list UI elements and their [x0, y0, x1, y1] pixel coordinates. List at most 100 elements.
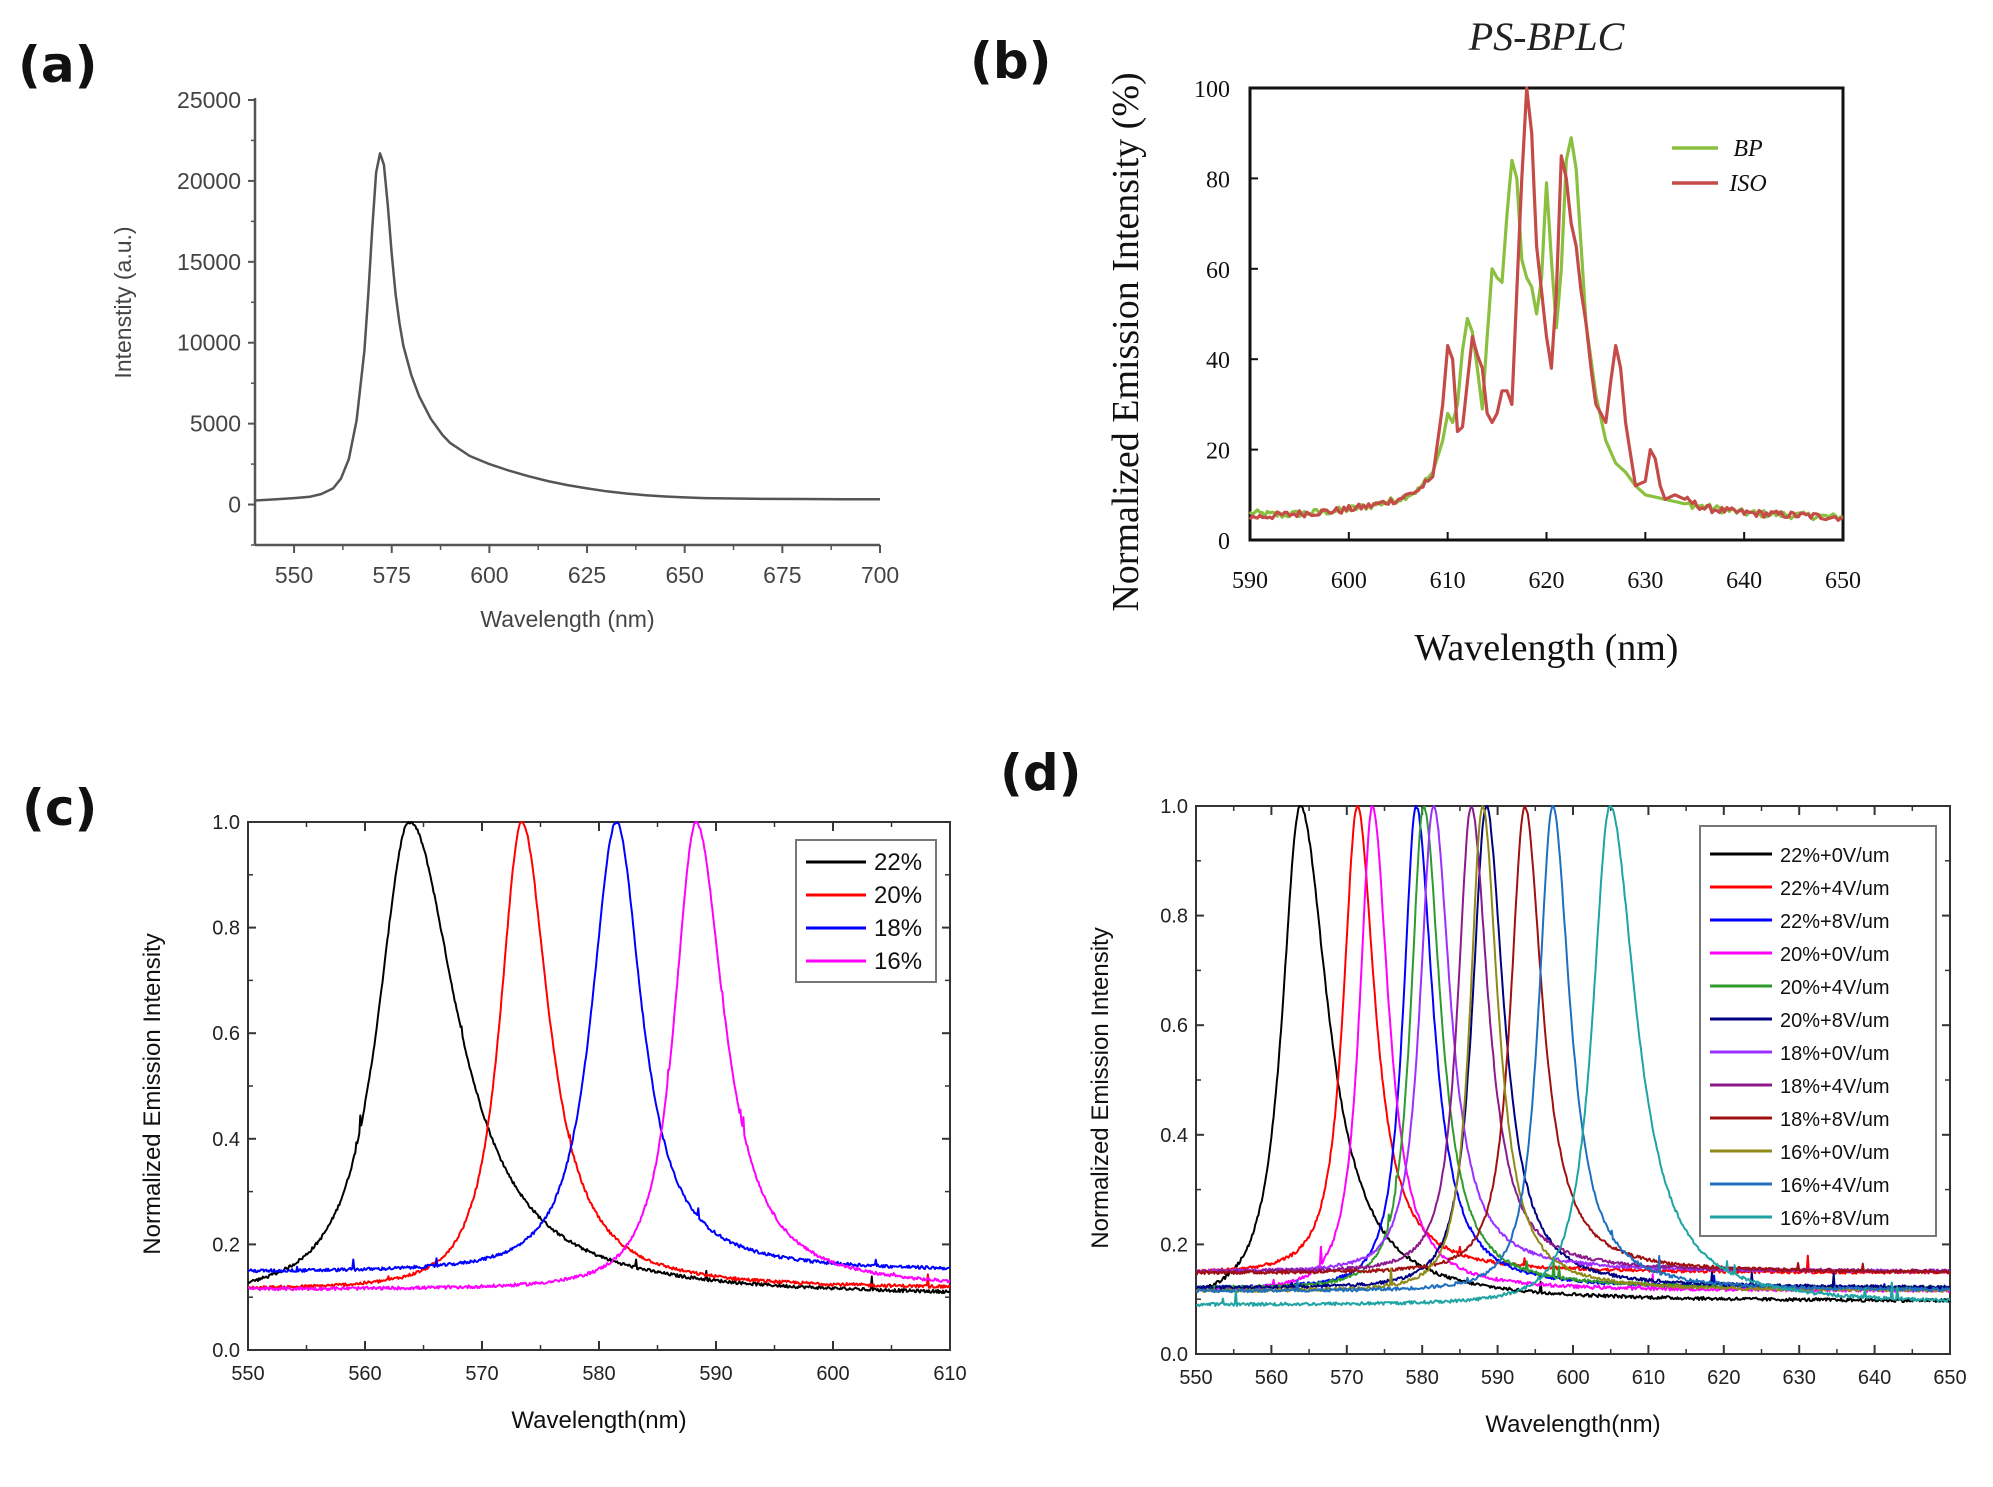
x-tick-label: 590	[1232, 568, 1268, 594]
chart-panel-a: 0 5000 10000 15000 20000 25000 550 575 600 625 650…	[110, 87, 899, 632]
y-tick-label: 15000	[177, 249, 241, 275]
series-line-iso	[1248, 86, 1844, 522]
series-line-16-	[248, 821, 950, 1292]
y-tick-label: 10000	[177, 330, 241, 356]
y-axis-label: Normalized Emission Intensity	[139, 933, 166, 1254]
y-tick-label: 60	[1206, 258, 1230, 284]
legend-label-20-0v-um: 20%+0V/um	[1780, 944, 1890, 966]
y-tick-label: 0.0	[212, 1340, 240, 1362]
y-tick-label: 100	[1194, 77, 1230, 103]
x-tick-label: 600	[816, 1363, 849, 1385]
y-tick-label: 0.0	[1160, 1344, 1188, 1366]
panel-label-d: (d)	[1000, 744, 1082, 802]
legend-label-20-: 20%	[874, 882, 922, 909]
y-tick-label: 0.4	[212, 1129, 240, 1151]
x-tick-label: 675	[763, 562, 801, 588]
y-tick-label: 5000	[190, 411, 241, 437]
x-tick-label: 550	[231, 1363, 264, 1385]
x-tick-label: 610	[1430, 568, 1466, 594]
y-tick-label: 0.8	[212, 918, 240, 940]
x-tick-label: 625	[568, 562, 606, 588]
legend-label-20-4v-um: 20%+4V/um	[1780, 977, 1890, 999]
legend-label-20-8v-um: 20%+8V/um	[1780, 1010, 1890, 1032]
legend-label-iso: ISO	[1728, 171, 1766, 197]
y-axis-label: Normalized Emission Intensity	[1087, 927, 1114, 1248]
y-tick-label: 0.8	[1160, 906, 1188, 928]
legend-label-18-8v-um: 18%+8V/um	[1780, 1109, 1890, 1131]
x-tick-label: 640	[1726, 568, 1762, 594]
x-tick-label: 650	[1825, 568, 1861, 594]
x-tick-label: 590	[699, 1363, 732, 1385]
legend-label-16-4v-um: 16%+4V/um	[1780, 1175, 1890, 1197]
x-axis-label: Wavelength(nm)	[511, 1407, 686, 1434]
panel-label-c: (c)	[22, 779, 97, 837]
x-tick-label: 600	[1331, 568, 1367, 594]
x-tick-label: 550	[275, 562, 313, 588]
x-tick-label: 580	[582, 1363, 615, 1385]
x-tick-label: 650	[666, 562, 704, 588]
legend-label-18-4v-um: 18%+4V/um	[1780, 1076, 1890, 1098]
x-tick-label: 590	[1481, 1367, 1514, 1389]
y-tick-label: 0.4	[1160, 1125, 1188, 1147]
series-group	[1196, 805, 1950, 1307]
legend-box	[1699, 825, 1937, 1237]
chart-title: PS-BPLC	[1468, 14, 1626, 59]
x-tick-label: 630	[1783, 1367, 1816, 1389]
legend-label-18-: 18%	[874, 915, 922, 942]
y-tick-label: 20000	[177, 168, 241, 194]
chart-panel-b: 0 20 40 60 80 100 590 600 610 620 630 640 650 PS-BPLC…	[1105, 14, 1861, 669]
legend-label-22-4v-um: 22%+4V/um	[1780, 878, 1890, 900]
y-tick-label: 20	[1206, 439, 1230, 465]
x-tick-label: 610	[933, 1363, 966, 1385]
x-tick-label: 600	[470, 562, 508, 588]
series-line-16-4v-um	[1196, 805, 1950, 1294]
chart-panel-d: 0.0 0.2 0.4 0.6 0.8 1.0 550 560 570 580 590 600 610 6…	[1087, 796, 1967, 1438]
y-axis-label: Normalized Emission Intensity (%)	[1105, 72, 1147, 611]
y-tick-label: 40	[1206, 348, 1230, 374]
x-tick-label: 560	[1255, 1367, 1288, 1389]
y-tick-label: 0	[228, 492, 241, 518]
series-line-18-4v-um	[1196, 805, 1950, 1274]
chart-panel-c: 0.0 0.2 0.4 0.6 0.8 1.0 550 560 570 580 590 600 610 W…	[139, 812, 967, 1434]
x-tick-label: 620	[1529, 568, 1565, 594]
x-tick-label: 570	[465, 1363, 498, 1385]
x-tick-label: 580	[1406, 1367, 1439, 1389]
legend-box	[795, 839, 937, 983]
y-axis-label: Intenstity (a.u.)	[110, 226, 136, 378]
panel-label-b: (b)	[970, 32, 1052, 90]
x-tick-label: 650	[1933, 1367, 1966, 1389]
x-tick-label: 640	[1858, 1367, 1891, 1389]
y-tick-label: 0.6	[1160, 1015, 1188, 1037]
legend-label-16-0v-um: 16%+0V/um	[1780, 1142, 1890, 1164]
x-axis-label: Wavelength (nm)	[1415, 627, 1679, 669]
y-tick-label: 80	[1206, 167, 1230, 193]
x-tick-label: 575	[373, 562, 411, 588]
legend-label-22-8v-um: 22%+8V/um	[1780, 911, 1890, 933]
series-group	[248, 821, 950, 1295]
legend-label-18-0v-um: 18%+0V/um	[1780, 1043, 1890, 1065]
legend-label-22-0v-um: 22%+0V/um	[1780, 845, 1890, 867]
legend-label-bp: BP	[1733, 136, 1763, 162]
series-line-emission	[254, 152, 880, 502]
y-tick-label: 1.0	[1160, 796, 1188, 818]
y-tick-label: 0.6	[212, 1023, 240, 1045]
x-axis-label: Wavelength (nm)	[480, 606, 654, 632]
y-tick-label: 0	[1218, 529, 1230, 555]
panel-label-a: (a)	[18, 36, 97, 94]
x-tick-label: 700	[861, 562, 899, 588]
legend-label-22-: 22%	[874, 849, 922, 876]
y-tick-label: 25000	[177, 87, 241, 113]
y-tick-label: 0.2	[1160, 1234, 1188, 1256]
x-tick-label: 550	[1179, 1367, 1212, 1389]
series-line-16-8v-um	[1196, 805, 1950, 1307]
x-axis-label: Wavelength(nm)	[1485, 1411, 1660, 1438]
x-tick-label: 560	[348, 1363, 381, 1385]
series-line-20-	[248, 821, 950, 1290]
y-tick-label: 1.0	[212, 812, 240, 834]
y-tick-label: 0.2	[212, 1234, 240, 1256]
series-line-22-	[248, 821, 950, 1295]
x-tick-label: 570	[1330, 1367, 1363, 1389]
x-tick-label: 620	[1707, 1367, 1740, 1389]
legend-label-16-: 16%	[874, 948, 922, 975]
